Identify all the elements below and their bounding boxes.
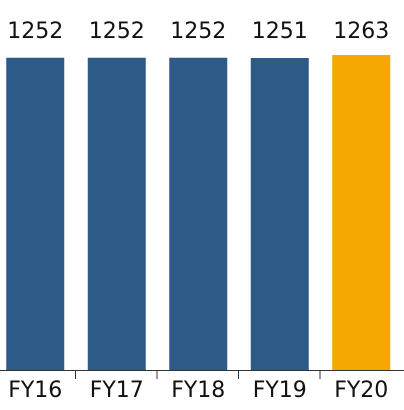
- bar: [169, 57, 228, 370]
- x-tick-label: FY20: [334, 378, 388, 403]
- value-label: 1252: [7, 19, 63, 44]
- value-label: 1251: [252, 19, 308, 44]
- bar: [250, 57, 309, 371]
- bar: [87, 57, 146, 370]
- x-tick-label: FY16: [8, 378, 62, 403]
- bar: [6, 57, 65, 370]
- x-tick-label: FY19: [253, 378, 307, 403]
- value-label: 1252: [170, 19, 226, 44]
- value-label: 1252: [89, 19, 145, 44]
- bar: [332, 55, 391, 370]
- x-tick-label: FY17: [90, 378, 144, 403]
- x-tick-label: FY18: [171, 378, 225, 403]
- value-label: 1263: [333, 19, 389, 44]
